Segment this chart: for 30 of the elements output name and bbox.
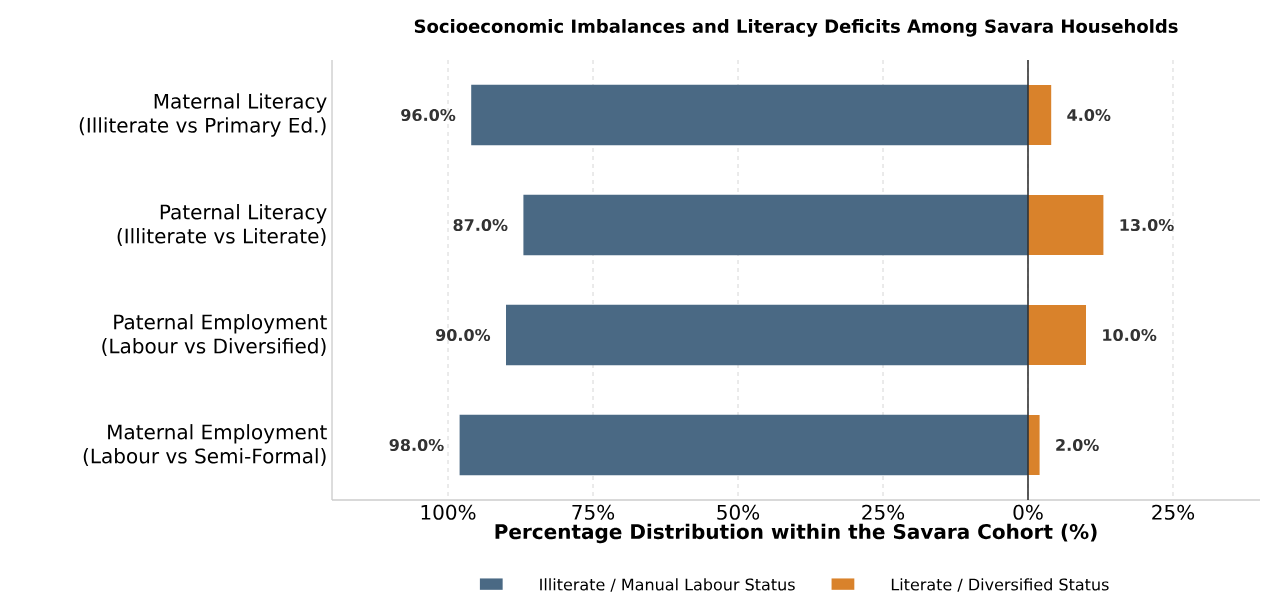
y-tick-label: Maternal Employment (Labour vs Semi-Formal) — [83, 424, 327, 467]
bar — [1028, 85, 1052, 146]
data-label: 4.0% — [1067, 109, 1111, 122]
bar — [1028, 195, 1104, 256]
data-label: 10.0% — [1103, 329, 1157, 342]
data-label: 87.0% — [453, 219, 508, 232]
x-tick-label: 0% — [1013, 504, 1043, 520]
data-label: 98.0% — [389, 439, 444, 452]
chart-title: Socioeconomic Imbalances and Literacy Deficits Among Savara Households — [414, 19, 1178, 37]
x-tick-label: 25% — [1152, 504, 1195, 520]
bar — [471, 84, 1028, 146]
data-label: 13.0% — [1120, 219, 1174, 232]
x-tick-label: 25% — [862, 504, 905, 520]
legend-label: Illiterate / Manual Labour Status — [540, 578, 795, 592]
bar — [506, 304, 1028, 366]
bar — [459, 414, 1028, 476]
x-tick-label: 50% — [717, 504, 760, 520]
x-tick-label: 75% — [572, 504, 615, 520]
bar — [1028, 305, 1086, 366]
data-label: 96.0% — [401, 109, 456, 122]
legend-label: Literate / Diversified Status — [891, 578, 1109, 592]
y-tick-label: Paternal Literacy (Illiterate vs Literate) — [117, 204, 327, 247]
x-axis-title: Percentage Distribution within the Savara Cohort (%) — [495, 523, 1097, 544]
bar — [1028, 415, 1040, 476]
y-tick-label: Maternal Literacy (Illiterate vs Primary Ed.) — [79, 93, 327, 137]
bar — [523, 194, 1028, 256]
data-label: 90.0% — [435, 329, 491, 342]
data-label: 2.0% — [1056, 439, 1099, 452]
x-tick-label: 100% — [421, 504, 476, 520]
y-tick-label: Paternal Employment (Labour vs Diversified) — [102, 314, 327, 357]
